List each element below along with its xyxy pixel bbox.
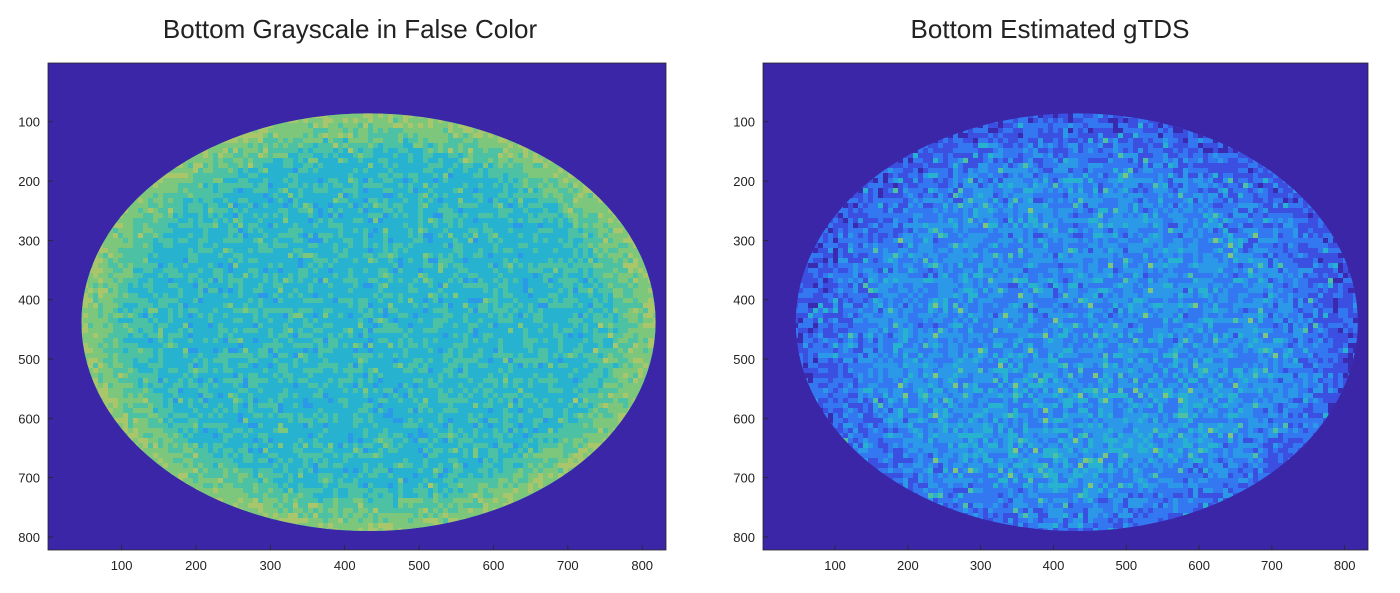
axes-frame	[47, 62, 667, 551]
y-tick-label: 300	[18, 233, 40, 248]
x-tick-label: 800	[631, 558, 653, 573]
x-tick-label: 400	[334, 558, 356, 573]
chart-panel-grayscale: Bottom Grayscale in False Color 100 200 30…	[18, 14, 667, 573]
heatmap-plot-grayscale: 100 200 300 400 500 600 700 800 100 200 300 400 500 6…	[18, 62, 667, 573]
x-tick-label: 500	[408, 558, 430, 573]
y-tick-label: 800	[18, 530, 40, 545]
y-tick-label: 400	[18, 293, 40, 308]
chart-title: Bottom Estimated gTDS	[910, 14, 1190, 44]
y-tick-label: 800	[733, 530, 755, 545]
x-tick-label: 400	[1043, 558, 1065, 573]
x-tick-label: 300	[260, 558, 282, 573]
x-tick-label: 700	[1261, 558, 1283, 573]
y-tick-label: 200	[733, 174, 755, 189]
y-tick-label: 100	[733, 115, 755, 130]
heatmap-plot-gtds: 100 200 300 400 500 600 700 800 100 200 300 400 500 6…	[733, 62, 1369, 573]
x-tick-label: 200	[185, 558, 207, 573]
y-tick-label: 300	[733, 233, 755, 248]
x-tick-label: 500	[1115, 558, 1137, 573]
y-tick-label: 400	[733, 293, 755, 308]
chart-title: Bottom Grayscale in False Color	[162, 14, 538, 44]
y-tick-label: 700	[733, 471, 755, 486]
y-tick-label: 600	[18, 411, 40, 426]
chart-panel-gtds: Bottom Estimated gTDS 100 200 300 400 500 600…	[700, 0, 1400, 593]
heatmap-image	[795, 113, 1358, 532]
x-tick-label: 100	[824, 558, 846, 573]
y-tick-label: 500	[733, 352, 755, 367]
x-tick-label: 800	[1334, 558, 1356, 573]
y-tick-label: 200	[18, 174, 40, 189]
y-tick-label: 100	[18, 115, 40, 130]
x-tick-label: 200	[897, 558, 919, 573]
y-tick-label: 600	[733, 411, 755, 426]
heatmap-image	[81, 113, 656, 532]
x-tick-label: 100	[111, 558, 133, 573]
x-tick-label: 700	[557, 558, 579, 573]
y-tick-label: 700	[18, 471, 40, 486]
x-tick-label: 600	[483, 558, 505, 573]
x-tick-label: 300	[970, 558, 992, 573]
axes-frame	[762, 62, 1369, 551]
x-tick-label: 600	[1188, 558, 1210, 573]
y-tick-label: 500	[18, 352, 40, 367]
